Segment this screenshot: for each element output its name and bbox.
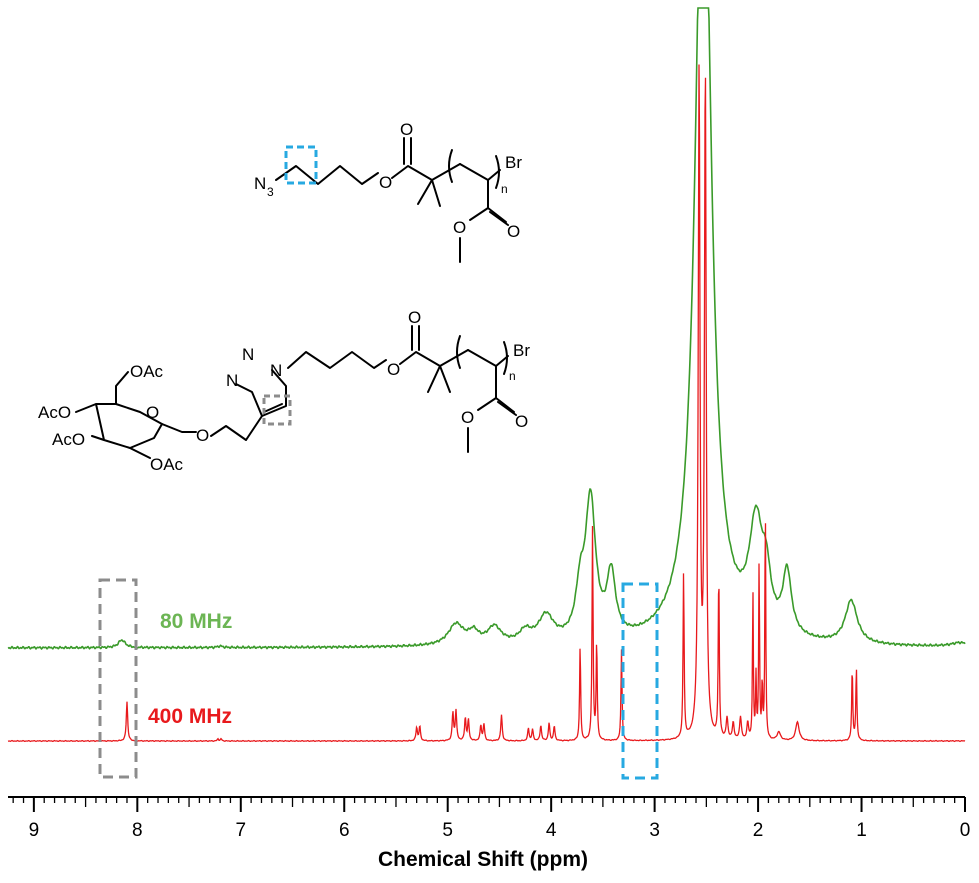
highlight-box-triazole <box>98 578 138 779</box>
mol-bot-paren-right <box>503 341 508 375</box>
x-tick-label: 0 <box>960 820 971 841</box>
mol-bot-linker-bond <box>210 415 263 441</box>
x-tick-label: 3 <box>649 820 660 841</box>
mol-top-o-side-methoxy: O <box>453 218 466 237</box>
molecule-glyco-pmma: OAc AcO AcO OAc O O N N N O O n Br O O <box>38 145 530 474</box>
mol-top-br: Br <box>505 153 522 172</box>
x-tick-label: 1 <box>856 820 867 841</box>
mol-bot-paren-left <box>456 335 461 369</box>
mol-bot-acO-2: AcO <box>52 430 85 449</box>
mol-bot-n2: N <box>242 345 254 364</box>
mol-top-paren-left <box>448 149 453 183</box>
mol-top-o-side-carbonyl: O <box>507 222 520 241</box>
mol-bot-o-ester: O <box>387 360 400 379</box>
mol-top-paren-right <box>495 155 500 189</box>
mol-bot-o-ring: O <box>146 403 159 422</box>
mol-bot-backbone-bonds <box>467 349 509 367</box>
x-axis-tick-labels: 9 8 7 6 5 4 3 2 1 0 <box>29 820 971 841</box>
mol-bot-n1: N <box>226 371 238 390</box>
x-axis: 9 8 7 6 5 4 3 2 1 0 <box>8 796 971 841</box>
mol-top-o-carbonyl: O <box>400 120 413 139</box>
x-tick-label: 8 <box>132 820 143 841</box>
highlight-box-azide <box>621 582 659 780</box>
mol-top-side-o-bond <box>469 207 489 221</box>
mol-bot-n3: N <box>270 361 282 380</box>
mol-top-n-sub: n <box>501 182 508 196</box>
mol-top-ch2-highlight <box>284 145 318 185</box>
mol-bot-c6-bond <box>115 371 129 405</box>
mol-bot-propyl-bonds <box>287 351 387 369</box>
mol-top-backbone-bonds <box>459 163 501 181</box>
mol-top-carbonyl-bond <box>403 137 412 165</box>
mol-bot-quat-bonds <box>427 349 469 393</box>
mol-bot-oac-bottom: OAc <box>150 455 184 474</box>
mol-top-o-ester: O <box>379 173 392 192</box>
mol-bot-triazole-highlight <box>262 394 292 426</box>
mol-top-n3: N <box>254 174 266 193</box>
mol-bot-triazole-double <box>263 403 283 413</box>
mol-bot-br: Br <box>513 341 530 360</box>
mol-bot-side-double <box>497 401 517 416</box>
mol-bot-acO-1: AcO <box>38 403 71 422</box>
molecule-azide-pmma: N 3 O O n Br O O <box>254 120 522 263</box>
series-label-80mhz: 80 MHz <box>160 610 232 633</box>
mol-bot-o-side-methoxy: O <box>461 408 474 427</box>
x-tick-label: 6 <box>339 820 350 841</box>
mol-top-side-double <box>489 211 509 226</box>
mol-bot-o-glyco: O <box>196 426 209 445</box>
mol-bot-o-carbonyl: O <box>408 308 421 327</box>
x-tick-label: 7 <box>235 820 246 841</box>
mol-bot-oac-top: OAc <box>130 362 164 381</box>
mol-bot-side-o-bond <box>477 397 497 411</box>
mol-top-ester-bonds <box>391 165 433 181</box>
x-tick-label: 2 <box>753 820 764 841</box>
series-line-400mhz <box>7 64 966 743</box>
x-tick-label: 4 <box>546 820 557 841</box>
x-axis-ticks <box>12 797 966 812</box>
mol-bot-n-sub: n <box>509 369 516 383</box>
mol-top-n3-sub: 3 <box>267 185 274 199</box>
x-axis-title: Chemical Shift (ppm) <box>378 848 588 871</box>
mol-bot-glyco-bond <box>161 423 197 433</box>
x-tick-label: 9 <box>29 820 40 841</box>
mol-top-quat-bonds <box>417 163 461 207</box>
mol-bot-o-side-carbonyl: O <box>515 412 528 431</box>
x-tick-label: 5 <box>442 820 453 841</box>
series-label-400mhz: 400 MHz <box>148 705 232 728</box>
series-line-80mhz <box>7 7 966 651</box>
mol-bot-ester-bonds <box>399 351 441 367</box>
mol-top-chain-bonds <box>275 165 379 185</box>
mol-bot-carbonyl-bond <box>411 325 420 351</box>
spectra-group <box>7 7 966 743</box>
